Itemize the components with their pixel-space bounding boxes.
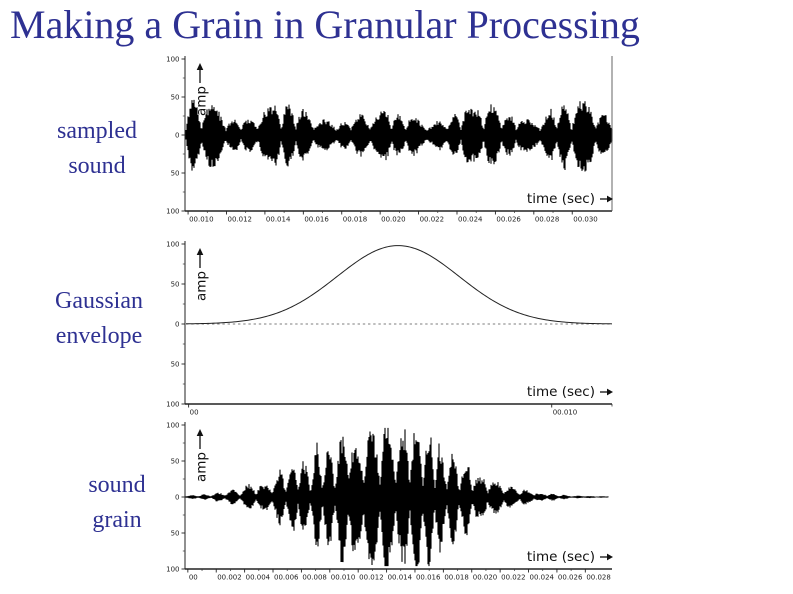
x-tick-label: 00	[189, 574, 198, 582]
label-line: sound	[68, 153, 126, 179]
x-tick-label: 00.012	[227, 216, 252, 224]
up-arrow-head-icon	[196, 429, 204, 436]
x-tick-label: 00.020	[381, 216, 406, 224]
y-tick-label: 50	[171, 169, 180, 177]
x-tick-label: 00.020	[473, 574, 498, 582]
label-line: envelope	[55, 323, 143, 349]
x-tick-label: 00.014	[266, 216, 291, 224]
y-tick-label: 0	[175, 131, 179, 139]
y-tick-label: 100	[166, 240, 179, 248]
x-tick-label: 00.016	[416, 574, 441, 582]
x-tick-label: 00.010	[189, 216, 214, 224]
y-tick-label: 100	[166, 55, 179, 63]
x-tick-label: 00.026	[496, 216, 521, 224]
x-tick-label: 00.010	[553, 409, 578, 417]
label-sound-grain: sound grain	[42, 468, 192, 538]
gaussian-envelope-plot: 100 50 0 50 100 00 00.010 time (sec) amp	[166, 240, 613, 417]
x-tick-label: 00.028	[535, 216, 560, 224]
x-tick-label: 00.010	[331, 574, 356, 582]
label-sampled-sound: sampled sound	[22, 114, 172, 184]
gaussian-envelope-curve	[185, 245, 613, 325]
y-tick-label: 0	[175, 493, 179, 501]
y-tick-label: 50	[171, 280, 180, 288]
right-arrow-head-icon	[607, 388, 613, 396]
x-tick-label: 00.018	[444, 574, 469, 582]
x-tick-label: 00	[190, 409, 199, 417]
sampled-sound-plot: 100 50 0 50 100 00.010 00.012 00.014 00.016 00.01…	[166, 55, 613, 224]
x-tick-label: 00.018	[343, 216, 368, 224]
x-tick-label: 00.022	[501, 574, 526, 582]
y-axis-label: amp	[194, 86, 210, 116]
y-tick-label: 100	[166, 207, 179, 215]
sound-grain-waveform	[185, 427, 609, 567]
x-tick-label: 00.012	[359, 574, 384, 582]
x-tick-label: 00.004	[246, 574, 271, 582]
x-axis-label: time (sec)	[527, 549, 595, 565]
label-line: sound	[88, 472, 146, 498]
right-arrow-head-icon	[607, 195, 613, 203]
x-tick-label: 00.026	[558, 574, 583, 582]
y-tick-label: 50	[171, 457, 180, 465]
x-tick-label: 00.008	[302, 574, 327, 582]
label-line: Gaussian	[55, 288, 143, 314]
x-tick-label: 00.028	[586, 574, 611, 582]
right-arrow-head-icon	[607, 553, 613, 561]
x-tick-label: 00.002	[217, 574, 242, 582]
y-tick-label: 0	[175, 320, 179, 328]
y-tick-label: 100	[166, 421, 179, 429]
x-axis-label: time (sec)	[527, 191, 595, 207]
y-tick-label: 50	[171, 360, 180, 368]
x-tick-label: 00.014	[388, 574, 413, 582]
y-tick-label: 100	[166, 400, 179, 408]
chart-gaussian-envelope: 100 50 0 50 100 00 00.010 time (sec) amp	[160, 228, 630, 422]
sampled-sound-waveform	[185, 99, 613, 172]
x-tick-label: 00.024	[458, 216, 483, 224]
label-line: sampled	[57, 118, 137, 144]
x-axis-label: time (sec)	[527, 384, 595, 400]
y-axis-label: amp	[194, 452, 210, 482]
chart-sound-grain: 100 50 0 50 100 00 00.002 00.004 00.006 00.008 00.…	[160, 410, 630, 594]
label-gaussian-envelope: Gaussian envelope	[24, 284, 174, 354]
slide-title: Making a Grain in Granular Processing	[10, 2, 640, 47]
sound-grain-plot: 100 50 0 50 100 00 00.002 00.004 00.006 00.008 00.…	[166, 421, 613, 582]
y-axis-label: amp	[194, 271, 210, 301]
y-tick-label: 50	[171, 93, 180, 101]
up-arrow-head-icon	[196, 248, 204, 255]
up-arrow-head-icon	[196, 63, 204, 70]
x-tick-label: 00.030	[573, 216, 598, 224]
y-tick-label: 50	[171, 529, 180, 537]
x-tick-label: 00.016	[304, 216, 329, 224]
chart-sampled-sound: 100 50 0 50 100 00.010 00.012 00.014 00.016 00.01…	[160, 52, 630, 234]
x-tick-label: 00.022	[420, 216, 445, 224]
x-tick-label: 00.024	[530, 574, 555, 582]
x-tick-label: 00.006	[274, 574, 299, 582]
label-line: grain	[92, 507, 142, 533]
y-tick-label: 100	[166, 565, 179, 573]
